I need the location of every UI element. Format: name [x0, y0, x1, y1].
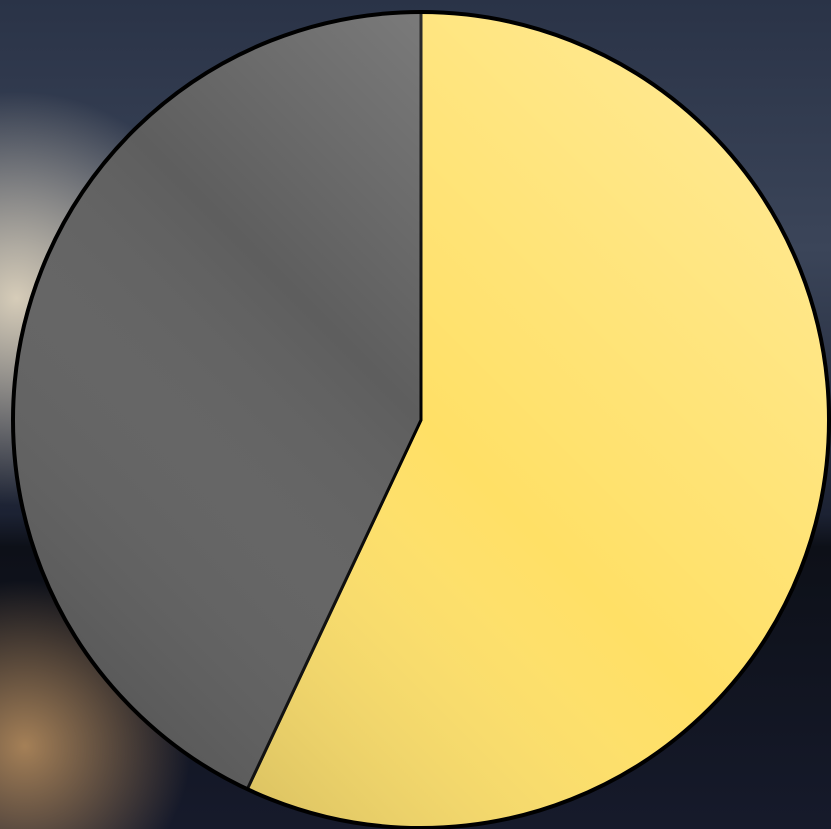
pie	[11, 10, 831, 829]
pie-outline	[11, 10, 831, 829]
